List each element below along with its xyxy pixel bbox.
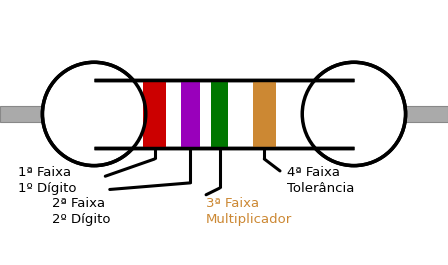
Bar	[94, 80, 354, 148]
Bar	[181, 80, 200, 148]
Bar	[0, 106, 43, 122]
Text: 3ª Faixa
Multiplicador: 3ª Faixa Multiplicador	[206, 197, 293, 226]
Bar	[253, 80, 276, 148]
Bar	[211, 80, 228, 148]
Text: 2ª Faixa
2º Dígito: 2ª Faixa 2º Dígito	[52, 197, 110, 226]
Text: 4ª Faixa
Tolerância: 4ª Faixa Tolerância	[287, 166, 354, 195]
Ellipse shape	[302, 62, 405, 166]
Bar	[143, 80, 166, 148]
Ellipse shape	[43, 62, 146, 166]
Bar	[405, 106, 448, 122]
Text: 1ª Faixa
1º Dígito: 1ª Faixa 1º Dígito	[18, 166, 77, 195]
